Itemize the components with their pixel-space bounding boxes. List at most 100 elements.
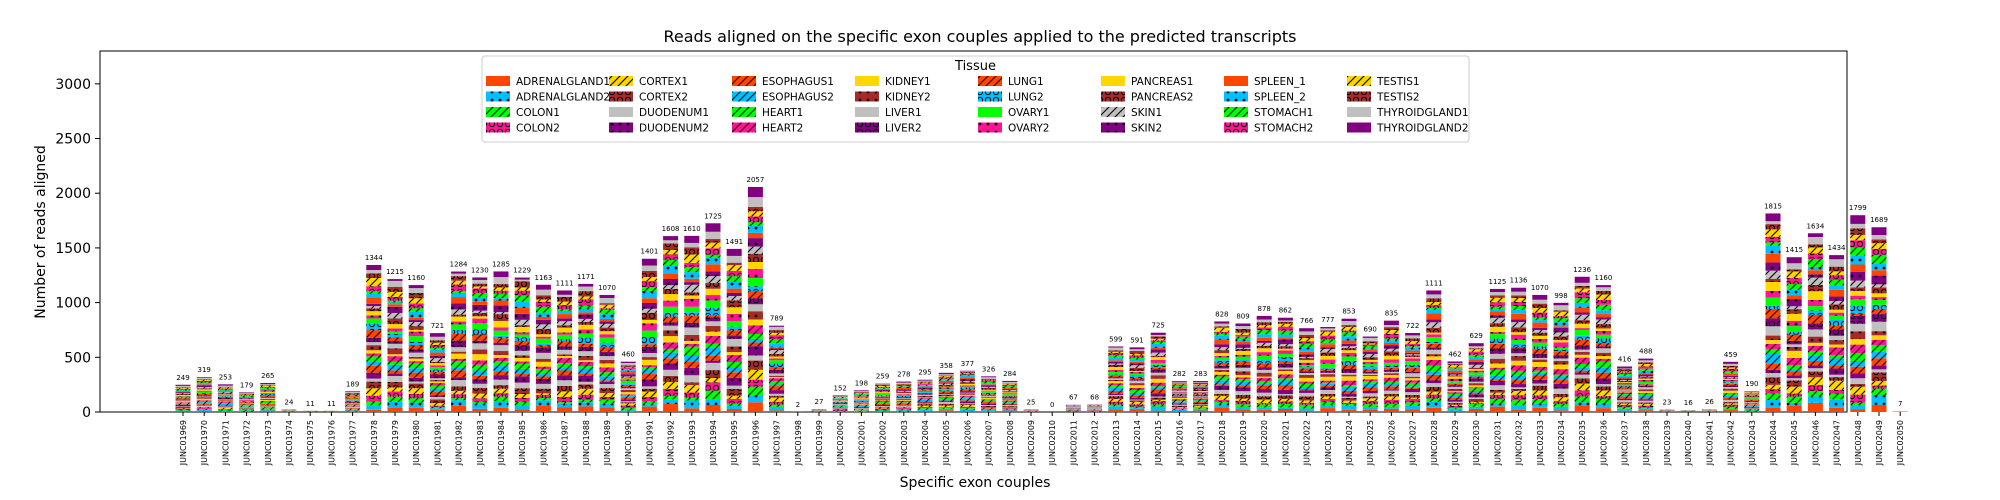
bar-segment [1383,333,1399,339]
bar-segment [705,223,721,232]
legend-label: PANCREAS1 [1131,76,1194,88]
bar-segment [1595,398,1611,404]
bar-segment [705,288,721,296]
bar-segment [1235,347,1251,349]
bar-segment [1489,334,1505,339]
bar-segment [1617,384,1633,386]
bar-segment [1277,403,1293,408]
bar-segment [1383,368,1399,370]
bar-segment [1638,358,1654,361]
bar-segment [1341,348,1357,351]
x-tick-label: JUNC02019 [1239,420,1248,466]
bar-total-label: 1689 [1870,216,1888,224]
bar-segment [917,406,933,409]
bar-segment [578,406,594,412]
bar-segment [1511,384,1527,388]
bar-segment [1214,323,1230,327]
bar-segment [557,349,573,355]
bar-segment [1489,380,1505,386]
bar-segment [1829,344,1845,348]
bar-segment [239,404,255,406]
bar-segment [684,262,700,268]
bar-segment [217,391,233,392]
bar-segment [663,260,679,266]
bar-segment [726,388,742,396]
bar-segment [260,390,276,391]
bar-segment [981,397,997,400]
bar-segment [345,393,361,394]
bar-segment [493,393,509,397]
bar-segment [1362,359,1378,362]
bar-segment [1468,364,1484,368]
bar-stack [1765,213,1781,412]
bar-segment [535,345,551,348]
bar-segment [557,321,573,326]
bar-segment [514,382,530,389]
bar-segment [1320,380,1336,383]
bar-segment [429,336,445,341]
bar-segment [1617,368,1633,370]
bar-segment [1489,302,1505,307]
bar-segment [1532,312,1548,318]
bar-segment [1426,302,1442,306]
bar-stack [472,277,488,412]
bar-segment [1426,374,1442,381]
bar-stack [366,264,382,412]
bar-segment [620,363,636,366]
bar-segment [1553,351,1569,356]
bar-segment [1638,410,1654,412]
bar-segment [853,410,869,412]
bar-segment [1786,284,1802,290]
bar-segment [663,342,679,349]
bar-segment [917,392,933,393]
bar-segment [896,381,912,383]
bar-segment [1617,390,1633,392]
bar-segment [1193,396,1209,398]
bar-segment [981,399,997,401]
bar-segment [260,383,276,385]
bar-segment [1871,293,1887,298]
bar-segment [1765,213,1781,222]
bar-stack [578,283,594,412]
bar-segment [1426,386,1442,392]
bar-segment [1553,388,1569,394]
bar-segment [599,359,615,364]
bar-segment [239,409,255,411]
bar-stack [1277,317,1293,412]
bar-segment [705,231,721,240]
bar-segment [1277,338,1293,340]
bar-segment [451,314,467,317]
x-tick-label: JUNC02038 [1642,420,1651,466]
x-tick-label: JUNC02035 [1578,420,1587,466]
bar-segment [641,369,657,374]
bar-segment [1595,338,1611,344]
legend-item: THYROIDGLAND1 [1347,107,1469,119]
bar-stack [1723,361,1739,412]
bar-segment [1553,316,1569,319]
bar-segment [599,309,615,315]
bar-segment [1723,375,1739,378]
bar-segment [366,361,382,366]
x-tick-label: JUNC02017 [1197,420,1206,466]
bar-segment [1277,363,1293,368]
bar-segment [769,363,785,368]
bar-segment [1341,402,1357,405]
bar-segment [472,304,488,311]
bar-segment [1235,350,1251,355]
bar-stack [408,285,424,412]
bar-segment [1362,407,1378,410]
legend-item: STOMACH1 [1224,107,1313,119]
bar-segment [1723,373,1739,376]
bar-segment [1320,405,1336,409]
bar-segment [1765,407,1781,412]
bar-segment [1511,334,1527,340]
bar-segment [345,398,361,400]
bar-stack [1829,255,1845,412]
bar-segment [1532,303,1548,308]
bar-segment [1129,365,1145,369]
x-tick-label: JUNC01997 [773,420,782,466]
bar-segment [726,395,742,399]
bar-segment [1574,396,1590,403]
legend-swatch [609,76,633,86]
bar-segment [599,393,615,397]
